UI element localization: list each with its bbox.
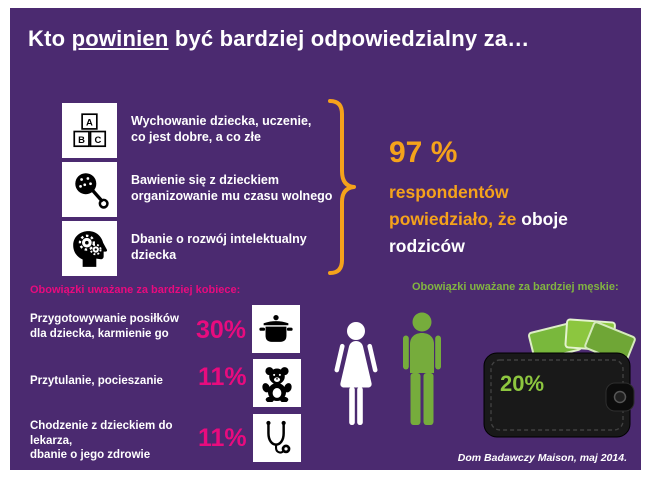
responsibility-text-3: Dbanie o rozwój intelektualny dziecka: [131, 232, 307, 262]
stat-line-2-white: oboje: [521, 209, 568, 229]
page-title: Kto powinien być bardziej odpowiedzialny…: [28, 26, 529, 52]
teddy-bear-graphic: [262, 367, 292, 402]
brace-graphic: [328, 99, 356, 275]
feminine-percent-2: 11%: [198, 363, 247, 391]
title-underlined-word: powinien: [71, 26, 169, 51]
stat-block: 97 % respondentów powiedziało, że oboje …: [389, 136, 619, 260]
feminine-heading: Obowiązki uważane za bardziej kobiece:: [30, 284, 241, 296]
masculine-heading: Obowiązki uważane za bardziej męskie:: [412, 281, 619, 293]
stat-line-1: respondentów: [389, 182, 509, 202]
stethoscope-icon: [253, 414, 301, 462]
head-gears-graphic: [72, 230, 107, 267]
svg-text:A: A: [86, 117, 93, 128]
male-figure: [403, 312, 441, 425]
svg-text:B: B: [78, 134, 85, 145]
stat-value: 97 %: [389, 136, 458, 169]
abc-blocks-graphic: A B C: [72, 112, 106, 147]
rattle-icon: [62, 162, 117, 217]
head-gears-icon: [62, 221, 117, 276]
feminine-text-3: Chodzenie z dzieckiem do lekarza, dbanie…: [30, 420, 173, 461]
responsibility-text-2: Bawienie się z dzieckiem organizowanie m…: [131, 173, 333, 203]
feminine-percent-1: 30%: [196, 316, 247, 344]
feminine-percent-3: 11%: [198, 424, 247, 452]
source-credit: Dom Badawczy Maison, maj 2014.: [457, 452, 627, 464]
abc-blocks-icon: A B C: [62, 103, 117, 158]
feminine-text-1: Przygotowywanie posiłków dla dziecka, ka…: [30, 313, 179, 340]
cooking-pot-icon: [252, 305, 300, 353]
rattle-graphic: [74, 172, 109, 209]
responsibility-text-1: Wychowanie dziecka, uczenie, co jest dob…: [131, 114, 312, 144]
svg-text:C: C: [94, 134, 101, 145]
stat-line-2: powiedziało, że oboje: [389, 206, 619, 233]
title-post: być bardziej odpowiedzialny za…: [168, 26, 530, 51]
stat-line-3: rodziców: [389, 236, 465, 256]
feminine-text-2: Przytulanie, pocieszanie: [30, 375, 163, 387]
masculine-percent: 20%: [500, 371, 545, 396]
title-pre: Kto: [28, 26, 72, 51]
teddy-bear-icon: [253, 359, 301, 407]
wallet-money-graphic: [483, 318, 636, 438]
stat-line-2-orange: powiedziało, że: [389, 209, 522, 229]
stethoscope-graphic: [266, 420, 291, 454]
cooking-pot-graphic: [259, 314, 293, 342]
female-figure: [334, 322, 378, 425]
